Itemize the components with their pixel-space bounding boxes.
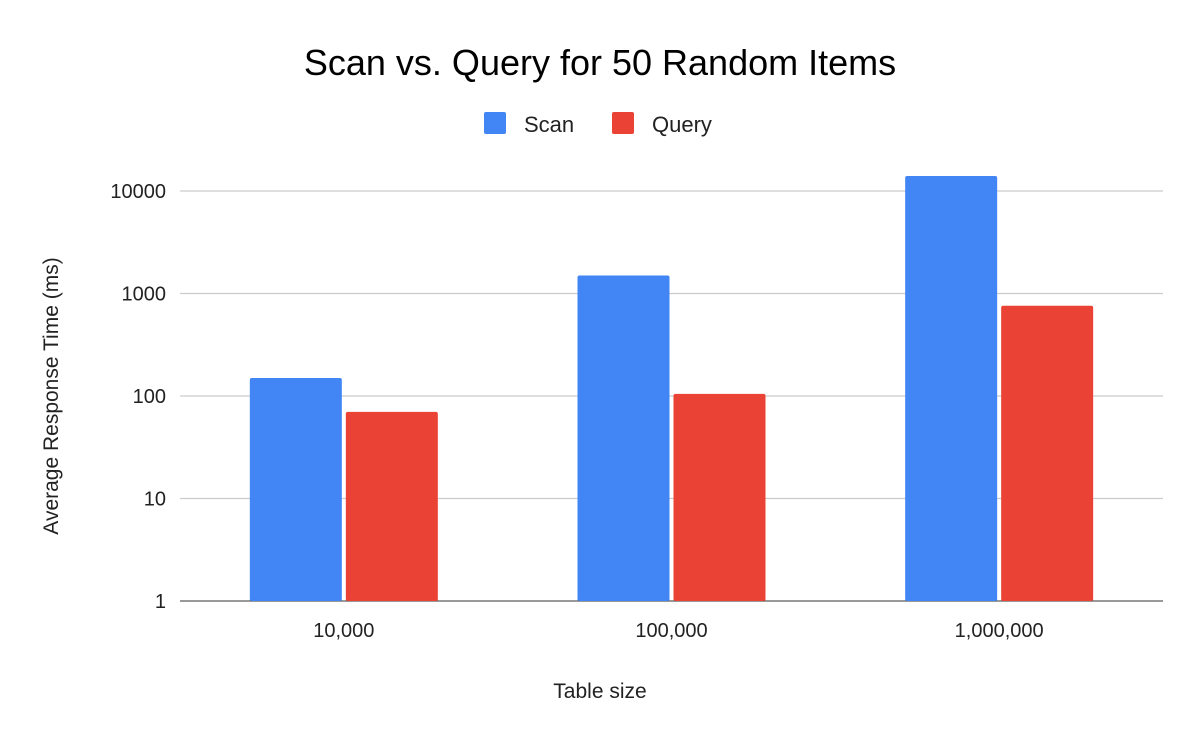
y-axis-ticks: 1 10 100 1000 10000 [110, 181, 166, 613]
bars [249, 176, 1094, 601]
y-tick-label: 1000 [122, 284, 167, 306]
x-tick-label: 1,000,000 [955, 620, 1044, 642]
legend-label-scan: Scan [524, 112, 574, 137]
bar-scan-2 [905, 176, 998, 601]
bar-scan-0 [249, 377, 342, 601]
chart-title: Scan vs. Query for 50 Random Items [304, 42, 896, 83]
y-axis-label: Average Response Time (ms) [40, 257, 63, 534]
legend-swatch-query [612, 112, 634, 134]
x-axis-ticks: 10,000 100,000 1,000,000 [313, 620, 1043, 642]
x-tick-label: 10,000 [313, 620, 374, 642]
legend-swatch-scan [484, 112, 506, 134]
y-tick-label: 100 [133, 386, 166, 408]
bar-query-1 [673, 393, 766, 601]
gridlines [180, 190, 1163, 602]
legend: Scan Query [484, 112, 712, 137]
y-tick-label: 10000 [110, 181, 166, 203]
legend-label-query: Query [652, 112, 712, 137]
bar-scan-1 [577, 275, 670, 601]
y-tick-label: 10 [144, 489, 166, 511]
bar-query-0 [345, 411, 438, 601]
x-tick-label: 100,000 [635, 620, 707, 642]
x-axis-label: Table size [553, 680, 646, 703]
bar-query-2 [1001, 305, 1094, 601]
y-tick-label: 1 [155, 591, 166, 613]
